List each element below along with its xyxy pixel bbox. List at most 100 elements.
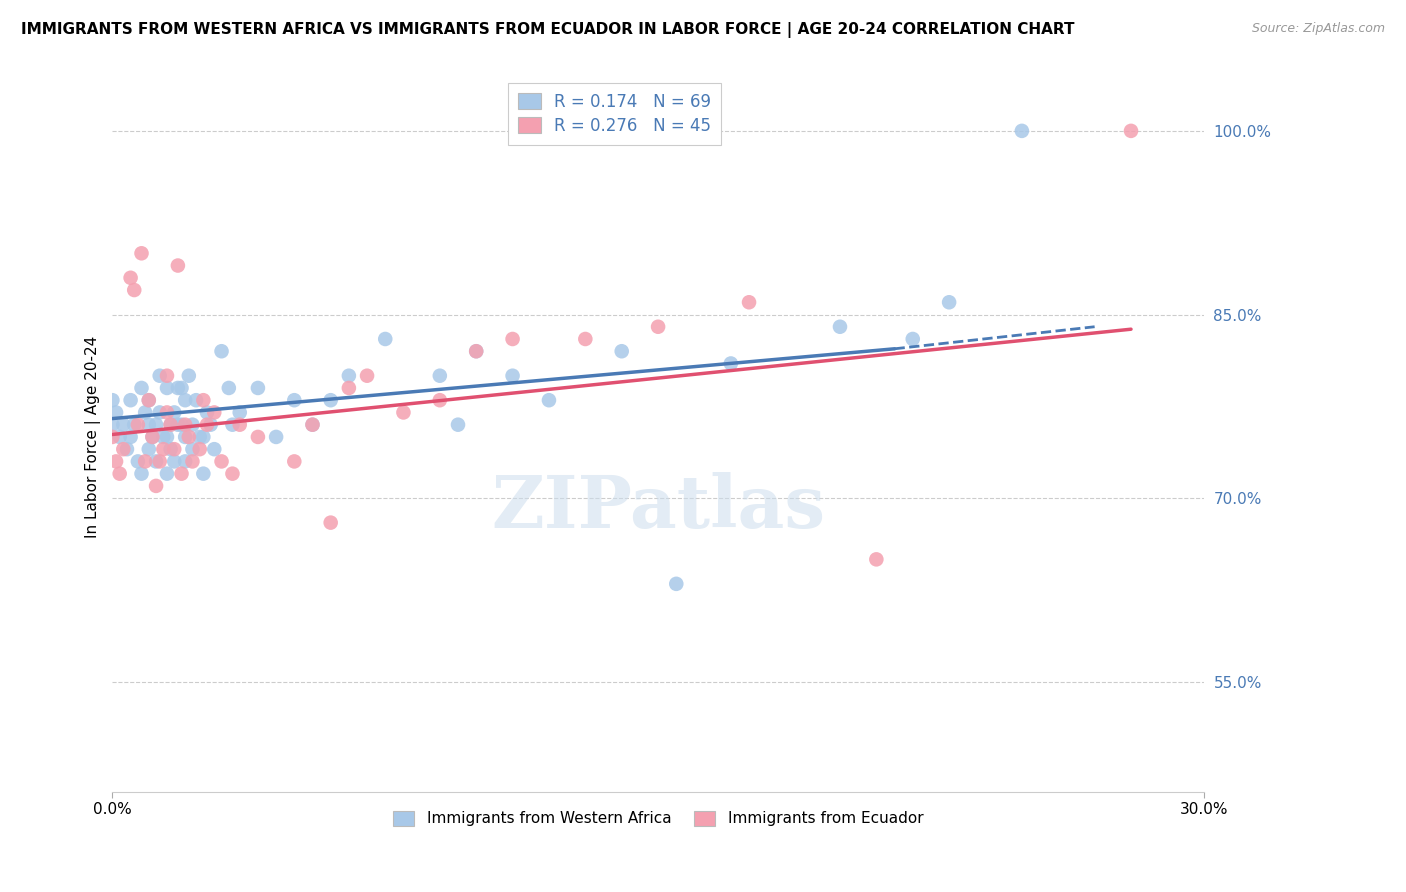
Point [188,430,211,444]
Point [105,454,128,468]
Point [229,417,252,432]
Point [502,368,524,383]
Point [193,393,215,408]
Point [134,454,156,468]
Point [301,417,323,432]
Point [337,368,360,383]
Point [465,344,488,359]
Point [156,430,179,444]
Point [159,442,181,457]
Point [202,442,225,457]
Point [319,516,342,530]
Point [181,454,204,468]
Point [264,430,287,444]
Point [127,454,149,468]
Point [131,381,153,395]
Point [105,405,128,419]
Point [195,417,218,432]
Point [200,417,222,432]
Point [246,430,269,444]
Point [738,295,761,310]
Point [574,332,596,346]
Point [149,405,172,419]
Point [138,442,160,457]
Point [145,417,167,432]
Point [647,319,669,334]
Point [193,467,215,481]
Point [246,381,269,395]
Point [374,332,396,346]
Point [131,246,153,260]
Point [447,417,470,432]
Point [159,417,181,432]
Point [174,454,197,468]
Point [159,417,181,432]
Point [170,381,193,395]
Point [122,283,145,297]
Legend: Immigrants from Western Africa, Immigrants from Ecuador: Immigrants from Western Africa, Immigran… [385,803,931,834]
Point [138,417,160,432]
Point [131,467,153,481]
Point [156,381,179,395]
Point [138,393,160,408]
Point [184,393,207,408]
Point [156,405,179,419]
Point [828,319,851,334]
Point [901,332,924,346]
Point [177,368,200,383]
Point [101,393,124,408]
Point [195,405,218,419]
Point [152,430,174,444]
Point [108,430,131,444]
Point [115,442,138,457]
Point [112,417,135,432]
Point [610,344,633,359]
Point [127,417,149,432]
Point [1119,124,1142,138]
Point [149,454,172,468]
Point [188,442,211,457]
Point [167,417,190,432]
Point [537,393,560,408]
Point [141,430,163,444]
Point [177,430,200,444]
Point [193,430,215,444]
Point [141,430,163,444]
Point [301,417,323,432]
Point [1011,124,1033,138]
Point [283,454,305,468]
Point [356,368,378,383]
Point [163,454,186,468]
Point [221,467,243,481]
Point [101,417,124,432]
Point [174,393,197,408]
Point [429,393,451,408]
Point [181,442,204,457]
Point [163,405,186,419]
Point [149,368,172,383]
Point [120,270,142,285]
Text: Source: ZipAtlas.com: Source: ZipAtlas.com [1251,22,1385,36]
Point [167,381,190,395]
Point [221,417,243,432]
Point [211,454,233,468]
Point [112,442,135,457]
Point [122,417,145,432]
Point [134,405,156,419]
Point [167,259,190,273]
Point [202,405,225,419]
Point [174,430,197,444]
Point [465,344,488,359]
Point [101,430,124,444]
Point [429,368,451,383]
Text: IMMIGRANTS FROM WESTERN AFRICA VS IMMIGRANTS FROM ECUADOR IN LABOR FORCE | AGE 2: IMMIGRANTS FROM WESTERN AFRICA VS IMMIGR… [21,22,1074,38]
Point [174,417,197,432]
Point [108,467,131,481]
Point [145,479,167,493]
Point [938,295,960,310]
Text: ZIPatlas: ZIPatlas [491,473,825,543]
Point [170,417,193,432]
Point [865,552,887,566]
Point [720,356,742,370]
Point [163,442,186,457]
